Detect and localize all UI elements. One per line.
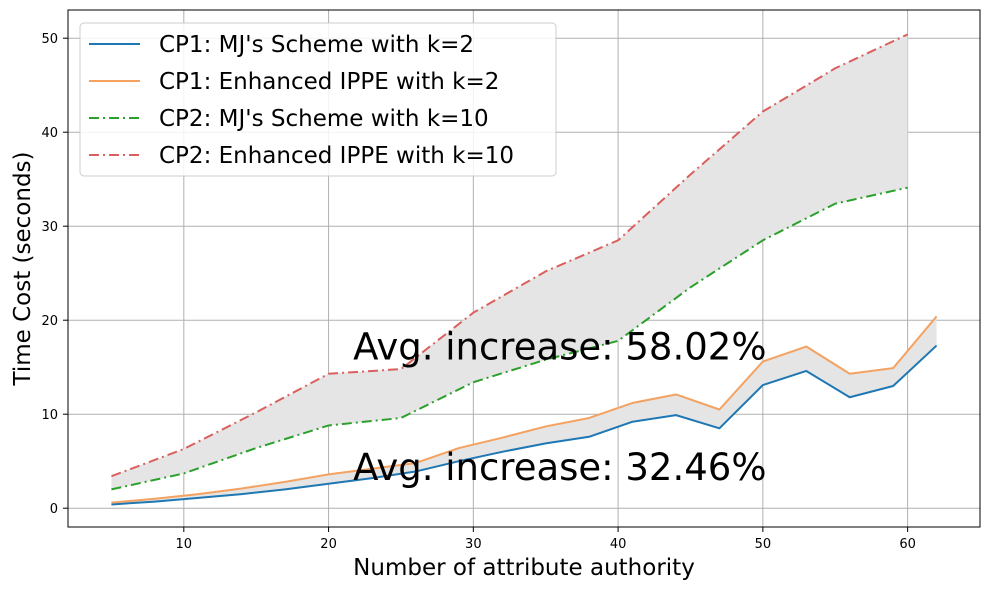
legend-label-1: CP1: Enhanced IPPE with k=2 bbox=[159, 69, 499, 95]
legend: CP1: MJ's Scheme with k=2 CP1: Enhanced I… bbox=[79, 22, 557, 177]
y-axis-label: Time Cost (seconds) bbox=[10, 152, 36, 387]
y-tick-label: 20 bbox=[41, 314, 58, 329]
annotations: Avg. increase: 58.02% Avg. increase: 32.4… bbox=[353, 326, 766, 489]
series-line-3 bbox=[111, 33, 909, 478]
x-tick-label: 50 bbox=[755, 537, 772, 552]
series-lines bbox=[111, 33, 938, 506]
series-line-2 bbox=[111, 186, 908, 491]
series-line-0 bbox=[111, 344, 938, 506]
legend-label-0: CP1: MJ's Scheme with k=2 bbox=[159, 32, 474, 58]
fill-areas bbox=[111, 34, 937, 505]
x-tick-label: 60 bbox=[899, 537, 916, 552]
y-tick-label: 10 bbox=[41, 408, 58, 423]
legend-label-2: CP2: MJ's Scheme with k=10 bbox=[159, 106, 489, 132]
annotation-1: Avg. increase: 32.46% bbox=[353, 446, 766, 489]
x-tick-label: 10 bbox=[176, 537, 193, 552]
plot-frame bbox=[67, 9, 981, 528]
y-tick-label: 30 bbox=[41, 220, 58, 235]
x-axis-label: Number of attribute authority bbox=[353, 555, 695, 581]
legend-box bbox=[79, 22, 557, 177]
x-tick-label: 20 bbox=[320, 537, 337, 552]
ticks: 10 20 30 40 50 60 0 10 20 30 40 50 bbox=[41, 32, 915, 552]
annotation-0: Avg. increase: 58.02% bbox=[353, 326, 766, 369]
y-tick-label: 40 bbox=[41, 126, 58, 141]
x-tick-label: 40 bbox=[610, 537, 627, 552]
x-tick-label: 30 bbox=[465, 537, 482, 552]
series-line-1 bbox=[111, 315, 938, 504]
y-tick-label: 0 bbox=[50, 502, 58, 517]
y-tick-label: 50 bbox=[41, 32, 58, 47]
fill-area-1 bbox=[111, 34, 908, 490]
legend-label-3: CP2: Enhanced IPPE with k=10 bbox=[159, 143, 514, 169]
